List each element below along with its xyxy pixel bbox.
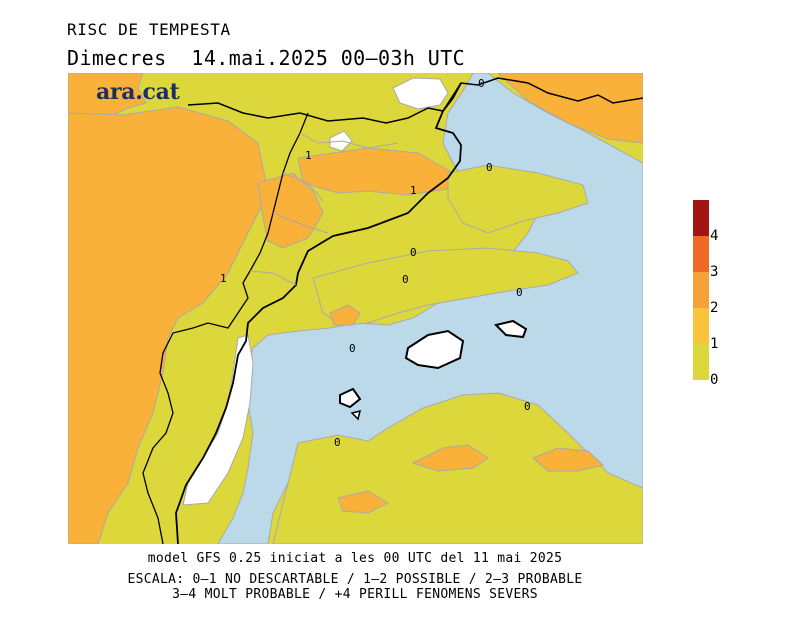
- legend-band-0: [693, 344, 709, 380]
- risk-level-1-patch-central: [329, 304, 361, 326]
- island-formentera: [350, 409, 362, 421]
- ara-cat-logo: ara.cat: [96, 79, 180, 105]
- contour-label: 1: [410, 184, 417, 197]
- legend-band-3: [693, 236, 709, 272]
- no-data-zone-north: [392, 77, 449, 110]
- legend-band-4: [693, 200, 709, 236]
- island-ibiza: [339, 387, 362, 409]
- legend-label-2: 2: [710, 300, 719, 316]
- contour-label: 0: [486, 161, 493, 174]
- risk-level-0-band-east: [447, 164, 589, 234]
- contour-label: 0: [516, 286, 523, 299]
- island-menorca: [494, 319, 528, 339]
- contour-label: 0: [410, 246, 417, 259]
- model-info: model GFS 0.25 iniciat a les 00 UTC del …: [147, 551, 563, 566]
- contour-label: 0: [349, 342, 356, 355]
- risk-level-1-area-interior: [257, 172, 324, 249]
- scale-description-line1: ESCALA: 0–1 NO DESCARTABLE / 1–2 POSSIBL…: [127, 572, 583, 587]
- country-border: [187, 77, 643, 124]
- contour-label: 0: [478, 77, 485, 90]
- contour-label: 1: [305, 149, 312, 162]
- contour-labels: 0 0 0 0 0 0 0 0 1 1 1: [220, 77, 531, 449]
- coastline: [175, 82, 462, 544]
- scale-description-line2: 3–4 MOLT PROBABLE / +4 PERILL FENOMENS S…: [172, 587, 538, 602]
- contour-label: 0: [334, 436, 341, 449]
- contour-label: 0: [402, 273, 409, 286]
- map-title: RISC DE TEMPESTA: [67, 20, 231, 39]
- risk-level-1-area-iberia: [68, 106, 269, 544]
- province-border: [249, 132, 399, 286]
- legend-label-3: 3: [710, 264, 719, 280]
- island-mallorca: [404, 329, 465, 370]
- legend-band-1: [693, 308, 709, 344]
- contour-label: 1: [220, 272, 227, 285]
- risk-level-1-patch-south-1: [411, 444, 489, 472]
- risk-level-0-band-central: [312, 247, 579, 326]
- contour-label: 0: [524, 400, 531, 413]
- legend-label-4: 4: [710, 228, 719, 244]
- risk-legend: [693, 200, 709, 380]
- region-border: [142, 112, 309, 544]
- legend-label-0: 0: [710, 372, 719, 388]
- legend-label-1: 1: [710, 336, 719, 352]
- risk-level-1-patch-south-2: [532, 447, 605, 472]
- storm-risk-map: 0 0 0 0 0 0 0 0 1 1 1: [68, 73, 643, 544]
- map-subtitle: Dimecres 14.mai.2025 00–03h UTC: [67, 46, 466, 70]
- risk-level-1-patch-south-3: [337, 490, 390, 514]
- legend-band-2: [693, 272, 709, 308]
